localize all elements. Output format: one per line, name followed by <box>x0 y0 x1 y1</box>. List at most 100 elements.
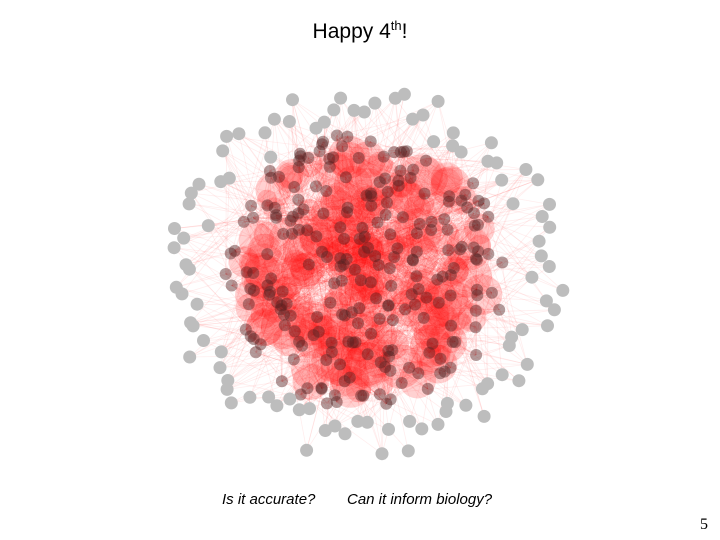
edge <box>326 190 391 235</box>
edge <box>331 195 367 353</box>
edge <box>303 209 376 257</box>
edge <box>303 209 416 305</box>
edge <box>246 271 282 306</box>
edge <box>293 186 390 306</box>
edge <box>426 219 445 298</box>
edge <box>270 222 378 279</box>
core-blob <box>327 249 358 280</box>
core-blob <box>346 338 371 362</box>
edge <box>290 220 338 403</box>
title-suffix: ! <box>401 20 408 43</box>
edge <box>325 190 410 422</box>
edge <box>230 253 443 277</box>
edge <box>270 157 334 279</box>
edge <box>269 294 393 321</box>
edge <box>269 127 317 172</box>
edge <box>387 191 477 356</box>
edge <box>388 196 450 351</box>
edge <box>371 196 389 306</box>
edge <box>293 177 411 360</box>
edge <box>249 288 308 389</box>
edge <box>331 351 441 374</box>
edge <box>250 272 254 337</box>
edge <box>321 364 528 389</box>
edge <box>270 156 438 280</box>
edge <box>306 230 354 343</box>
edge <box>308 145 453 159</box>
edge <box>465 194 485 204</box>
edge <box>385 207 468 404</box>
node <box>284 214 297 227</box>
edge <box>370 281 430 353</box>
edge <box>423 200 479 319</box>
edge <box>428 274 452 353</box>
node <box>401 444 415 458</box>
edge <box>276 217 365 253</box>
node <box>334 358 346 371</box>
edge <box>189 203 476 260</box>
edge <box>252 217 493 294</box>
edge <box>416 267 454 277</box>
edge <box>447 161 489 251</box>
edge <box>453 162 498 269</box>
edge <box>345 177 378 223</box>
edge <box>341 146 390 306</box>
edge <box>423 317 430 353</box>
edge <box>300 155 330 160</box>
node <box>352 317 364 330</box>
edge <box>370 205 430 353</box>
edge <box>299 153 347 178</box>
edge <box>308 264 419 290</box>
edge <box>268 180 399 296</box>
edge <box>333 283 362 396</box>
node <box>417 311 430 324</box>
edge <box>234 250 439 303</box>
edge <box>267 229 308 255</box>
node <box>321 397 333 410</box>
edge <box>253 193 372 274</box>
edge <box>245 141 372 330</box>
edge <box>246 232 417 273</box>
node <box>339 171 352 184</box>
node <box>353 302 366 315</box>
node <box>351 414 365 428</box>
edge <box>316 238 361 318</box>
node <box>407 163 420 176</box>
edge <box>374 256 387 404</box>
core-blob <box>297 198 320 222</box>
node <box>247 333 260 345</box>
edge <box>460 151 478 290</box>
edge <box>283 203 514 235</box>
node <box>341 201 354 214</box>
edge <box>391 170 401 351</box>
edge <box>412 259 488 384</box>
edge <box>392 319 451 369</box>
edge <box>324 280 343 431</box>
node <box>399 303 412 316</box>
node <box>340 253 353 265</box>
edge <box>326 225 476 404</box>
edge <box>358 157 489 218</box>
edge <box>375 246 463 299</box>
edge <box>332 157 343 315</box>
node <box>263 288 276 301</box>
edge <box>426 297 548 327</box>
edge <box>351 311 419 374</box>
edge <box>388 248 398 306</box>
edge <box>370 193 528 365</box>
edge <box>343 238 391 371</box>
edge <box>230 207 348 254</box>
edge <box>250 288 278 303</box>
edge <box>326 234 391 258</box>
core-blob <box>332 208 374 249</box>
edge <box>323 122 333 353</box>
edge <box>250 288 285 315</box>
edge <box>411 293 452 326</box>
edge <box>275 111 365 216</box>
edge <box>274 207 365 238</box>
edge <box>388 229 432 306</box>
edge <box>347 201 450 342</box>
edge <box>364 216 404 238</box>
edge <box>343 114 424 265</box>
node <box>532 234 546 248</box>
